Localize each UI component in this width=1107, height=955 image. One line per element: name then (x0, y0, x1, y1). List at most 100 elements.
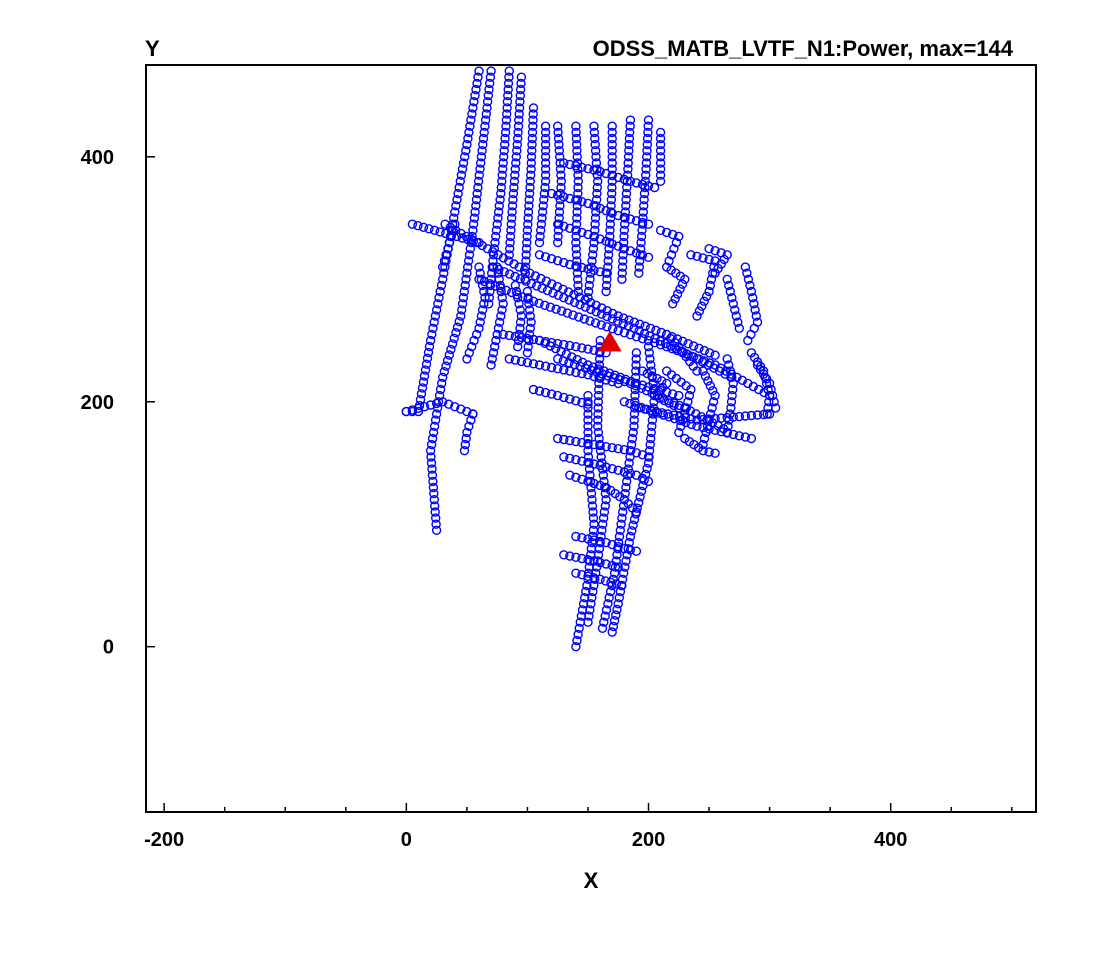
node-marker (505, 243, 515, 254)
node-marker (495, 280, 505, 291)
node-marker (571, 342, 581, 352)
node-marker (513, 133, 523, 144)
node-marker (522, 333, 533, 344)
node-marker (619, 328, 629, 338)
node-marker (733, 317, 743, 327)
node-marker (607, 158, 617, 168)
node-marker (477, 145, 487, 156)
node-marker (524, 305, 535, 315)
node-marker (766, 384, 776, 395)
node-marker (630, 384, 640, 395)
node-marker (571, 472, 581, 482)
x-tick-label: 200 (632, 829, 665, 851)
node-marker (493, 207, 504, 217)
node-marker (503, 84, 513, 95)
node-markers (401, 66, 781, 652)
node-marker (703, 376, 713, 386)
node-marker (540, 152, 551, 162)
node-marker (761, 378, 772, 389)
node-marker (643, 181, 654, 191)
node-marker (589, 371, 599, 382)
node-marker (536, 219, 547, 229)
node-marker (752, 360, 763, 370)
node-marker (611, 610, 621, 620)
node-marker (620, 207, 631, 217)
node-marker (480, 293, 490, 303)
node-marker (534, 298, 544, 308)
node-marker (455, 176, 465, 187)
node-marker (500, 127, 511, 138)
node-marker (761, 374, 772, 384)
node-marker (587, 256, 597, 266)
node-marker (468, 236, 479, 246)
node-marker (743, 274, 754, 284)
node-marker (473, 176, 484, 187)
node-marker (631, 332, 642, 342)
node-marker (580, 302, 591, 312)
node-marker (643, 252, 654, 262)
node-marker (501, 115, 512, 125)
node-marker (728, 429, 738, 440)
node-marker (629, 421, 639, 431)
node-marker (522, 225, 533, 236)
node-marker (595, 557, 605, 568)
node-marker (438, 397, 448, 407)
node-marker (521, 243, 532, 254)
node-marker (577, 227, 587, 238)
node-marker (705, 381, 715, 391)
node-marker (625, 176, 636, 187)
node-marker (699, 345, 710, 356)
node-marker (436, 280, 447, 291)
node-marker (515, 323, 525, 333)
node-marker (484, 293, 494, 303)
node-marker (575, 300, 585, 310)
node-marker (571, 195, 581, 205)
node-marker (601, 280, 612, 291)
node-marker (583, 198, 593, 209)
node-marker (503, 78, 514, 89)
y-axis: 0 200 400 (81, 147, 155, 659)
node-marker (645, 439, 655, 450)
node-marker (438, 274, 448, 284)
node-marker (722, 250, 732, 260)
node-marker (567, 352, 577, 362)
node-marker (621, 201, 631, 211)
node-marker (428, 476, 438, 487)
node-marker (548, 288, 558, 298)
node-marker (637, 250, 648, 260)
node-marker (635, 492, 645, 502)
node-marker (471, 201, 481, 211)
node-marker (598, 470, 608, 480)
node-marker (473, 72, 483, 82)
node-marker (446, 230, 456, 240)
node-marker (471, 194, 482, 205)
node-marker (589, 231, 599, 242)
node-marker (493, 213, 503, 223)
node-marker (478, 139, 488, 150)
node-marker (476, 152, 487, 162)
node-marker (667, 332, 677, 342)
node-marker (515, 90, 525, 101)
node-marker (553, 237, 563, 248)
node-marker (509, 182, 519, 193)
node-marker (655, 336, 665, 346)
node-marker (427, 470, 438, 480)
node-marker (603, 599, 613, 609)
node-marker (601, 236, 611, 247)
node-marker (511, 286, 522, 297)
node-marker (572, 152, 582, 162)
node-marker (601, 559, 611, 569)
node-marker (530, 271, 541, 281)
node-marker (547, 279, 557, 289)
node-marker (624, 145, 634, 156)
node-marker (554, 213, 564, 223)
node-marker (620, 562, 630, 572)
node-marker (589, 121, 599, 131)
node-marker (627, 526, 637, 536)
node-marker (705, 348, 715, 358)
node-marker (746, 410, 757, 421)
node-marker (629, 323, 639, 333)
node-marker (453, 188, 463, 199)
node-marker (479, 127, 489, 138)
node-marker (655, 158, 666, 168)
